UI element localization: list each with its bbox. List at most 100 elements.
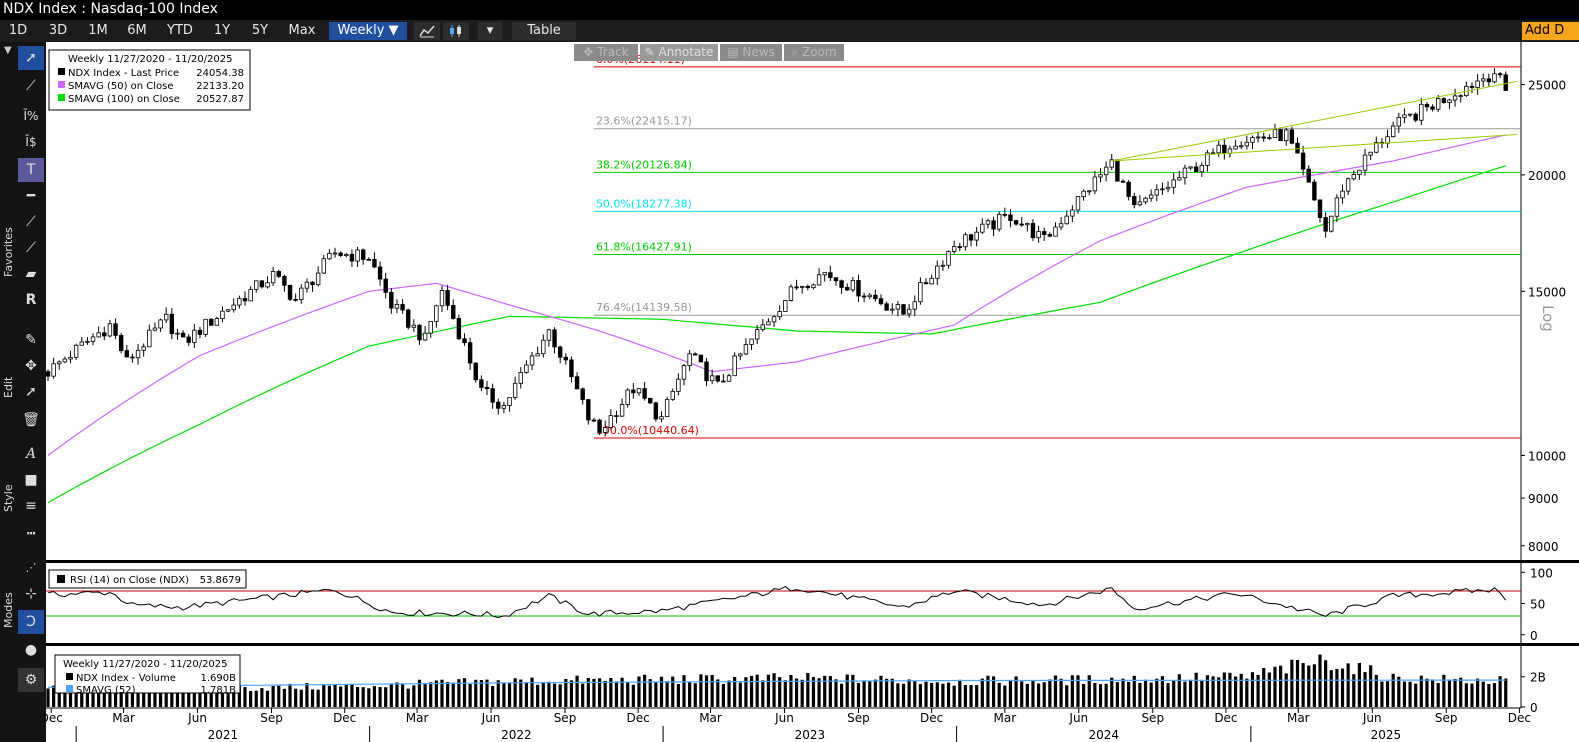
line-tool-icon[interactable]: ⟋ bbox=[26, 78, 36, 94]
line-style-icon[interactable]: ┅ bbox=[26, 526, 36, 542]
volume-bar-32 bbox=[226, 688, 230, 707]
volume-bar-79 bbox=[491, 685, 495, 707]
candle-body-129 bbox=[771, 316, 777, 323]
volume-bar-256 bbox=[1487, 683, 1491, 707]
rsi-panel[interactable] bbox=[46, 563, 1521, 643]
ray-tool-icon[interactable]: ⟋ bbox=[26, 240, 36, 256]
candle-body-114 bbox=[687, 353, 692, 366]
candle-body-6 bbox=[79, 341, 84, 346]
candle-body-163 bbox=[963, 234, 968, 248]
crosshair-mode-icon[interactable]: ⊹ bbox=[25, 586, 37, 602]
candle-body-12 bbox=[113, 323, 118, 336]
chart-options-dropdown-icon[interactable]: ▾ bbox=[478, 22, 502, 40]
pen-tool-icon[interactable]: ✎ bbox=[25, 332, 37, 348]
legend-label-sma100: SMAVG (100) on Close bbox=[68, 94, 180, 105]
edit-label: Edit bbox=[2, 376, 15, 398]
candle-195 bbox=[1143, 196, 1148, 205]
settings-gear-icon[interactable]: ⚙ bbox=[18, 668, 44, 692]
candle-93 bbox=[569, 356, 574, 383]
month-tick-label-17: Mar bbox=[1287, 711, 1310, 725]
volume-bar-25 bbox=[187, 689, 191, 707]
candle-257 bbox=[1492, 68, 1497, 84]
select-add-icon[interactable]: ➚ bbox=[25, 384, 37, 400]
pointer-tool-icon[interactable]: ➚ bbox=[18, 46, 44, 70]
line-weight-icon[interactable]: ≡ bbox=[25, 498, 37, 514]
candle-61 bbox=[389, 288, 394, 314]
period-1m-button[interactable]: 1M bbox=[88, 23, 108, 38]
percent-measure-icon[interactable]: Ī% bbox=[23, 109, 39, 123]
dotted-mode-icon[interactable]: ⋰ bbox=[25, 561, 37, 574]
candle-body-81 bbox=[501, 405, 507, 409]
fill-color-icon[interactable]: ■ bbox=[24, 472, 38, 488]
period-1d-button[interactable]: 1D bbox=[8, 23, 28, 38]
candle-body-108 bbox=[653, 402, 659, 420]
period-3d-button[interactable]: 3D bbox=[48, 23, 68, 38]
legend-label-price: NDX Index - Last Price bbox=[68, 68, 179, 79]
text-tool-icon[interactable]: T bbox=[18, 158, 44, 182]
horizontal-line-icon[interactable]: ━ bbox=[26, 188, 36, 204]
table-button[interactable]: Table bbox=[512, 22, 576, 40]
frequency-dropdown[interactable]: Weekly ▼ bbox=[329, 22, 407, 40]
candle-160 bbox=[946, 250, 951, 269]
period-6m-button[interactable]: 6M bbox=[127, 23, 147, 38]
candle-body-27 bbox=[197, 329, 203, 335]
line-chart-icon[interactable] bbox=[414, 22, 440, 40]
price-legend[interactable]: Weekly 11/27/2020 - 11/20/2025 NDX Index… bbox=[48, 49, 251, 111]
retracement-tool-icon[interactable]: R bbox=[25, 292, 37, 308]
period-max-button[interactable]: Max bbox=[288, 23, 316, 38]
candle-2 bbox=[57, 360, 62, 370]
candle-103 bbox=[625, 388, 630, 408]
candle-234 bbox=[1362, 148, 1368, 176]
volume-bar-258 bbox=[1498, 676, 1502, 707]
period-1y-button[interactable]: 1Y bbox=[213, 23, 231, 38]
candle-body-175 bbox=[1030, 223, 1036, 239]
candle-body-126 bbox=[754, 329, 760, 340]
sidebar-collapse-icon[interactable]: ▼ bbox=[4, 45, 12, 56]
annotate-button[interactable]: ✎ Annotate bbox=[640, 44, 718, 61]
frequency-label: Weekly bbox=[337, 23, 385, 38]
volume-legend[interactable]: Weekly 11/27/2020 - 11/20/2025 NDX Index… bbox=[54, 654, 241, 696]
candle-body-44 bbox=[293, 298, 298, 301]
volume-bar-119 bbox=[716, 679, 720, 707]
candle-body-119 bbox=[715, 375, 720, 382]
move-tool-icon[interactable]: ✥ bbox=[25, 358, 37, 374]
fibonacci-levels: 0.0%(26114.11)23.6%(22415.17)38.2%(20126… bbox=[593, 53, 1521, 439]
channel-tool-icon[interactable]: ▰ bbox=[25, 266, 37, 282]
zoom-button[interactable]: ⌕ Zoom bbox=[784, 44, 844, 61]
font-style-icon[interactable]: A bbox=[25, 446, 37, 462]
news-button[interactable]: ▤ News bbox=[720, 44, 782, 61]
volume-bar-70 bbox=[440, 679, 444, 707]
volume-bar-142 bbox=[845, 674, 849, 707]
track-button[interactable]: ✥ Track bbox=[574, 44, 638, 61]
volume-bar-227 bbox=[1324, 660, 1328, 707]
period-5y-button[interactable]: 5Y bbox=[251, 23, 269, 38]
add-data-button[interactable]: Add D bbox=[1522, 22, 1579, 40]
volume-bar-8 bbox=[91, 685, 95, 707]
candle-body-5 bbox=[73, 344, 79, 358]
volume-bar-72 bbox=[451, 682, 455, 707]
volume-bar-110 bbox=[665, 681, 669, 707]
rsi-legend[interactable]: RSI (14) on Close (NDX) 53.8679 bbox=[48, 569, 247, 589]
candle-body-205 bbox=[1199, 164, 1205, 173]
trendline-tool-icon[interactable]: ⟋ bbox=[26, 214, 36, 230]
magnet-icon[interactable]: Ↄ bbox=[18, 610, 44, 634]
period-ytd-button[interactable]: YTD bbox=[167, 23, 193, 38]
candlestick-icon[interactable] bbox=[443, 22, 469, 40]
candle-213 bbox=[1244, 135, 1250, 150]
year-label-3: 2024 bbox=[1088, 728, 1119, 742]
candle-body-204 bbox=[1193, 166, 1199, 173]
volume-bar-18 bbox=[147, 686, 151, 707]
trash-icon[interactable]: 🗑 bbox=[22, 412, 40, 428]
volume-bar-200 bbox=[1172, 680, 1176, 707]
fib-label-1: 23.6%(22415.17) bbox=[596, 115, 692, 128]
candle-body-224 bbox=[1306, 168, 1311, 183]
trendline-1 bbox=[1111, 133, 1518, 162]
candle-62 bbox=[394, 299, 400, 314]
candle-203 bbox=[1188, 166, 1193, 171]
color-palette-icon[interactable]: ● bbox=[24, 642, 38, 658]
dollar-measure-icon[interactable]: Ī$ bbox=[25, 135, 37, 149]
volume-bar-137 bbox=[817, 678, 821, 707]
candle-body-177 bbox=[1042, 231, 1047, 235]
candle-59 bbox=[377, 261, 383, 286]
